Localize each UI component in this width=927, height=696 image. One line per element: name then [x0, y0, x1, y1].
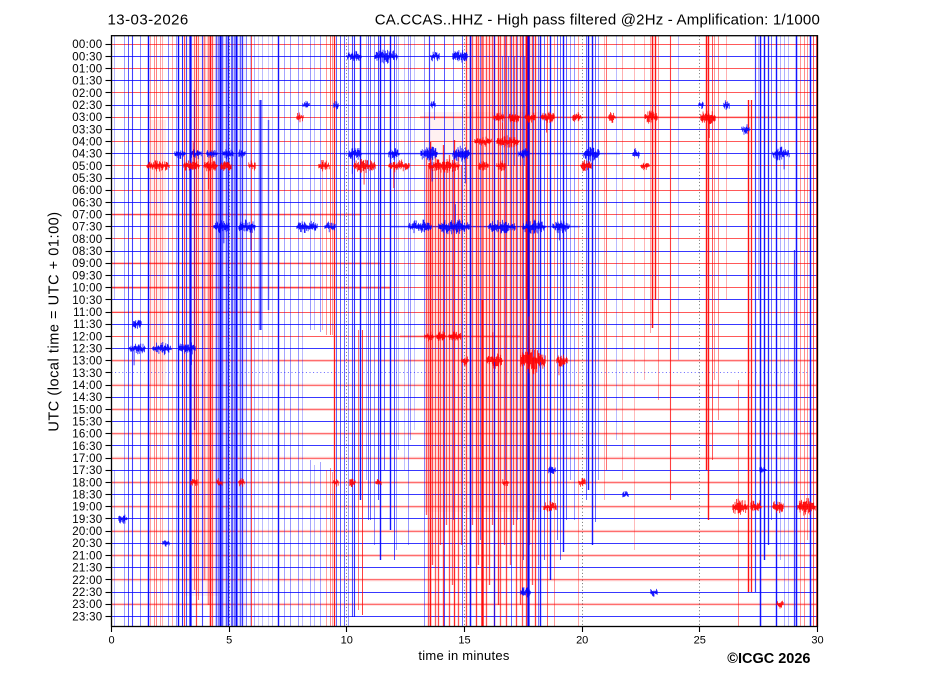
svg-text:0: 0	[108, 635, 114, 647]
svg-text:21:30: 21:30	[72, 563, 102, 575]
svg-text:15:30: 15:30	[72, 417, 102, 429]
svg-text:00:00: 00:00	[72, 39, 102, 51]
svg-text:01:00: 01:00	[72, 63, 102, 75]
svg-text:04:30: 04:30	[72, 149, 102, 161]
svg-text:16:00: 16:00	[72, 429, 102, 441]
svg-text:03:30: 03:30	[72, 124, 102, 136]
svg-text:20:30: 20:30	[72, 538, 102, 550]
svg-text:03:00: 03:00	[72, 112, 102, 124]
svg-text:10:00: 10:00	[72, 283, 102, 295]
svg-text:19:30: 19:30	[72, 514, 102, 526]
svg-text:11:00: 11:00	[73, 307, 102, 319]
svg-text:04:00: 04:00	[72, 137, 102, 149]
svg-text:23:00: 23:00	[72, 599, 102, 611]
svg-text:13:30: 13:30	[72, 368, 102, 380]
svg-text:05:00: 05:00	[72, 161, 102, 173]
svg-text:07:30: 07:30	[72, 222, 102, 234]
svg-text:11:30: 11:30	[73, 319, 102, 331]
svg-text:05:30: 05:30	[72, 173, 102, 185]
svg-text:23:30: 23:30	[72, 611, 102, 623]
svg-text:13-03-2026: 13-03-2026	[108, 12, 189, 29]
svg-text:02:30: 02:30	[72, 100, 102, 112]
svg-text:10: 10	[341, 635, 353, 647]
svg-text:08:00: 08:00	[72, 234, 102, 246]
svg-text:06:00: 06:00	[72, 185, 102, 197]
svg-text:16:30: 16:30	[72, 441, 102, 453]
svg-text:CA.CCAS..HHZ - High pass filte: CA.CCAS..HHZ - High pass filtered @2Hz -…	[375, 12, 820, 29]
svg-text:08:30: 08:30	[72, 246, 102, 258]
svg-text:15:00: 15:00	[72, 404, 102, 416]
svg-text:19:00: 19:00	[72, 502, 102, 514]
svg-text:09:00: 09:00	[72, 258, 102, 270]
svg-text:12:30: 12:30	[72, 343, 102, 355]
svg-text:13:00: 13:00	[72, 356, 102, 368]
svg-text:22:00: 22:00	[72, 575, 102, 587]
svg-text:20: 20	[576, 635, 588, 647]
svg-text:20:00: 20:00	[72, 526, 102, 538]
svg-text:15: 15	[458, 635, 470, 647]
svg-text:02:00: 02:00	[72, 88, 102, 100]
svg-text:09:30: 09:30	[72, 270, 102, 282]
svg-text:07:00: 07:00	[72, 210, 102, 222]
svg-text:UTC (local time = UTC + 01:00): UTC (local time = UTC + 01:00)	[47, 211, 63, 431]
svg-text:©ICGC 2026: ©ICGC 2026	[727, 651, 810, 667]
svg-text:21:00: 21:00	[72, 550, 102, 562]
svg-text:5: 5	[226, 635, 232, 647]
svg-text:17:30: 17:30	[72, 465, 102, 477]
svg-text:time in minutes: time in minutes	[418, 648, 509, 663]
svg-text:30: 30	[811, 635, 823, 647]
svg-text:14:30: 14:30	[72, 392, 102, 404]
svg-text:22:30: 22:30	[72, 587, 102, 599]
svg-text:25: 25	[694, 635, 706, 647]
svg-text:12:00: 12:00	[72, 331, 102, 343]
svg-text:10:30: 10:30	[72, 295, 102, 307]
svg-text:01:30: 01:30	[72, 76, 102, 88]
svg-text:18:00: 18:00	[72, 477, 102, 489]
svg-text:18:30: 18:30	[72, 490, 102, 502]
svg-text:00:30: 00:30	[72, 51, 102, 63]
svg-text:06:30: 06:30	[72, 197, 102, 209]
svg-text:14:00: 14:00	[72, 380, 102, 392]
svg-text:17:00: 17:00	[72, 453, 102, 465]
